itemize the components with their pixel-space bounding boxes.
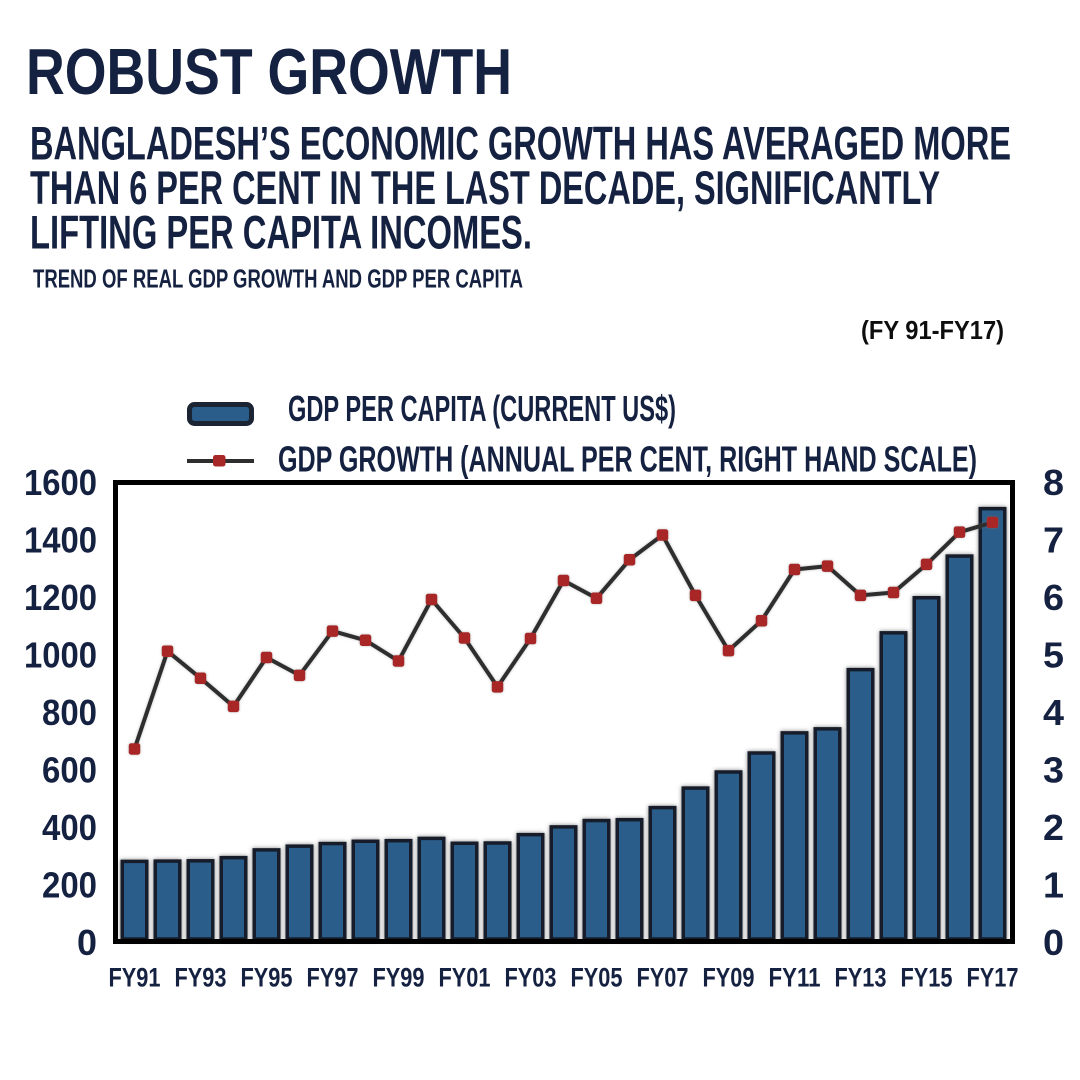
svg-text:GDP PER CAPITA (CURRENT US$): GDP PER CAPITA (CURRENT US$): [288, 388, 676, 429]
svg-text:(FY 91-FY17): (FY 91-FY17): [861, 315, 1004, 345]
svg-text:ROBUST GROWTH: ROBUST GROWTH: [26, 35, 512, 108]
svg-text:FY07: FY07: [637, 963, 689, 993]
svg-text:400: 400: [42, 807, 97, 848]
svg-text:5: 5: [1043, 635, 1064, 676]
svg-text:8: 8: [1043, 462, 1064, 503]
svg-text:1400: 1400: [24, 520, 97, 561]
svg-text:3: 3: [1043, 750, 1064, 791]
svg-text:LIFTING PER CAPITA INCOMES.: LIFTING PER CAPITA INCOMES.: [30, 206, 532, 259]
svg-text:7: 7: [1043, 520, 1064, 561]
svg-text:FY95: FY95: [241, 963, 293, 993]
svg-text:FY05: FY05: [571, 963, 623, 993]
svg-text:GDP GROWTH (ANNUAL PER CENT, R: GDP GROWTH (ANNUAL PER CENT, RIGHT HAND …: [278, 439, 977, 480]
svg-text:2: 2: [1043, 807, 1064, 848]
svg-text:1200: 1200: [24, 577, 97, 618]
svg-text:1600: 1600: [24, 462, 97, 503]
svg-text:0: 0: [1043, 922, 1064, 963]
svg-text:TREND OF REAL GDP GROWTH AND G: TREND OF REAL GDP GROWTH AND GDP PER CAP…: [33, 264, 523, 294]
svg-text:0: 0: [77, 922, 97, 963]
svg-text:FY91: FY91: [109, 963, 161, 993]
svg-text:FY99: FY99: [373, 963, 425, 993]
svg-text:FY09: FY09: [703, 963, 755, 993]
svg-text:1000: 1000: [24, 635, 97, 676]
svg-text:FY17: FY17: [967, 963, 1019, 993]
svg-text:FY15: FY15: [901, 963, 953, 993]
svg-text:FY13: FY13: [835, 963, 887, 993]
svg-text:4: 4: [1043, 692, 1064, 733]
svg-text:FY11: FY11: [769, 963, 821, 993]
svg-text:FY97: FY97: [307, 963, 359, 993]
svg-text:BANGLADESH’S ECONOMIC GROWTH H: BANGLADESH’S ECONOMIC GROWTH HAS AVERAGE…: [30, 117, 1011, 170]
svg-text:800: 800: [42, 692, 97, 733]
svg-text:200: 200: [42, 865, 97, 906]
svg-text:6: 6: [1043, 577, 1064, 618]
svg-text:THAN 6 PER CENT IN THE LAST DE: THAN 6 PER CENT IN THE LAST DECADE, SIGN…: [30, 161, 940, 214]
svg-text:1: 1: [1043, 865, 1064, 906]
svg-text:FY03: FY03: [505, 963, 557, 993]
svg-text:FY93: FY93: [175, 963, 227, 993]
svg-text:FY01: FY01: [439, 963, 491, 993]
svg-text:600: 600: [42, 750, 97, 791]
